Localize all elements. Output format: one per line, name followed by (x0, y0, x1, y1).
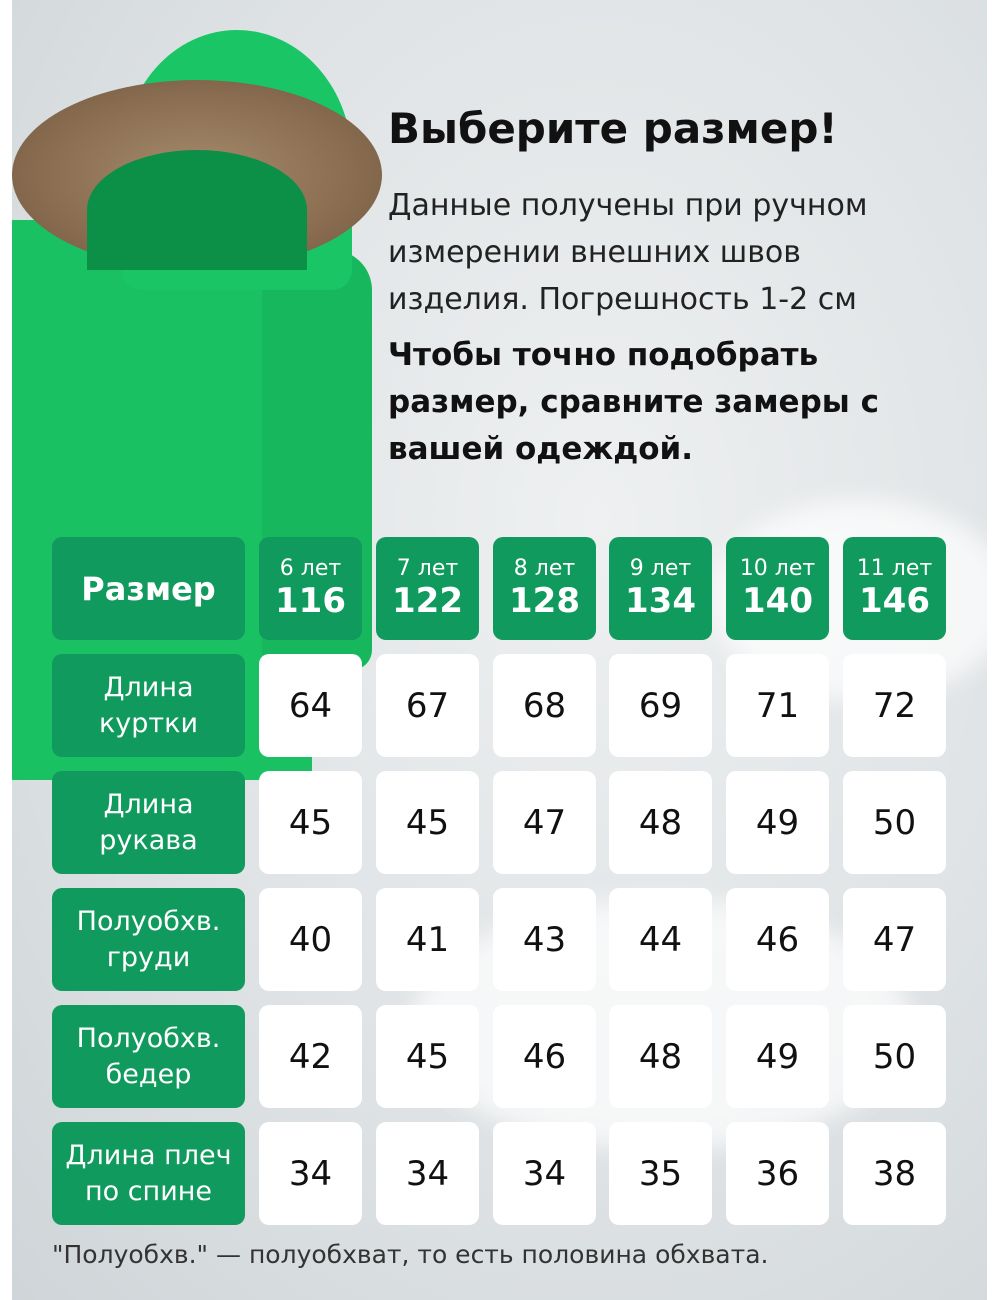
size-column-header: 10 лет 140 (726, 537, 829, 640)
measurement-cell: 49 (726, 771, 829, 874)
age-label: 9 лет (629, 556, 692, 581)
measurement-cell: 35 (609, 1122, 712, 1225)
advice-text: Чтобы точно подобрать размер, сравните з… (388, 337, 879, 467)
height-size: 128 (509, 581, 580, 621)
measurement-cell: 40 (259, 888, 362, 991)
measurement-cell: 64 (259, 654, 362, 757)
footnote: "Полуобхв." — полуобхват, то есть полови… (52, 1240, 769, 1269)
row-label: Полуобхв. груди (52, 888, 245, 991)
measurement-cell: 46 (726, 888, 829, 991)
age-label: 8 лет (513, 556, 576, 581)
page-title: Выберите размер! (388, 104, 838, 153)
measurement-cell: 44 (609, 888, 712, 991)
size-column-header: 7 лет 122 (376, 537, 479, 640)
measurement-cell: 67 (376, 654, 479, 757)
size-column-header: 8 лет 128 (493, 537, 596, 640)
measurement-cell: 50 (843, 1005, 946, 1108)
measurement-cell: 45 (376, 771, 479, 874)
measurement-cell: 45 (259, 771, 362, 874)
measurement-cell: 34 (376, 1122, 479, 1225)
measurement-cell: 43 (493, 888, 596, 991)
row-label: Длина рукава (52, 771, 245, 874)
age-label: 7 лет (396, 556, 459, 581)
measurement-cell: 47 (843, 888, 946, 991)
measurement-cell: 34 (259, 1122, 362, 1225)
height-size: 140 (742, 581, 813, 621)
measurement-cell: 48 (609, 1005, 712, 1108)
measurement-cell: 47 (493, 771, 596, 874)
height-size: 116 (275, 581, 346, 621)
measurement-cell: 45 (376, 1005, 479, 1108)
measurement-cell: 71 (726, 654, 829, 757)
height-size: 146 (859, 581, 930, 621)
measurement-cell: 72 (843, 654, 946, 757)
measurement-cell: 34 (493, 1122, 596, 1225)
measurement-cell: 46 (493, 1005, 596, 1108)
size-column-header: 6 лет 116 (259, 537, 362, 640)
row-label: Полуобхв. бедер (52, 1005, 245, 1108)
age-label: 6 лет (279, 556, 342, 581)
measurement-cell: 68 (493, 654, 596, 757)
size-column-header: 9 лет 134 (609, 537, 712, 640)
measurement-cell: 48 (609, 771, 712, 874)
row-label: Длина куртки (52, 654, 245, 757)
age-label: 10 лет (739, 556, 816, 581)
size-column-header: 11 лет 146 (843, 537, 946, 640)
age-label: 11 лет (856, 556, 933, 581)
size-header-label: Размер (52, 537, 245, 640)
measurement-cell: 50 (843, 771, 946, 874)
measurement-cell: 41 (376, 888, 479, 991)
measurement-cell: 38 (843, 1122, 946, 1225)
row-label: Длина плеч по спине (52, 1122, 245, 1225)
measurement-cell: 49 (726, 1005, 829, 1108)
measurement-cell: 36 (726, 1122, 829, 1225)
height-size: 134 (625, 581, 696, 621)
measurement-cell: 42 (259, 1005, 362, 1108)
height-size: 122 (392, 581, 463, 621)
measurement-cell: 69 (609, 654, 712, 757)
description: Данные получены при ручном измерении вне… (388, 188, 868, 317)
